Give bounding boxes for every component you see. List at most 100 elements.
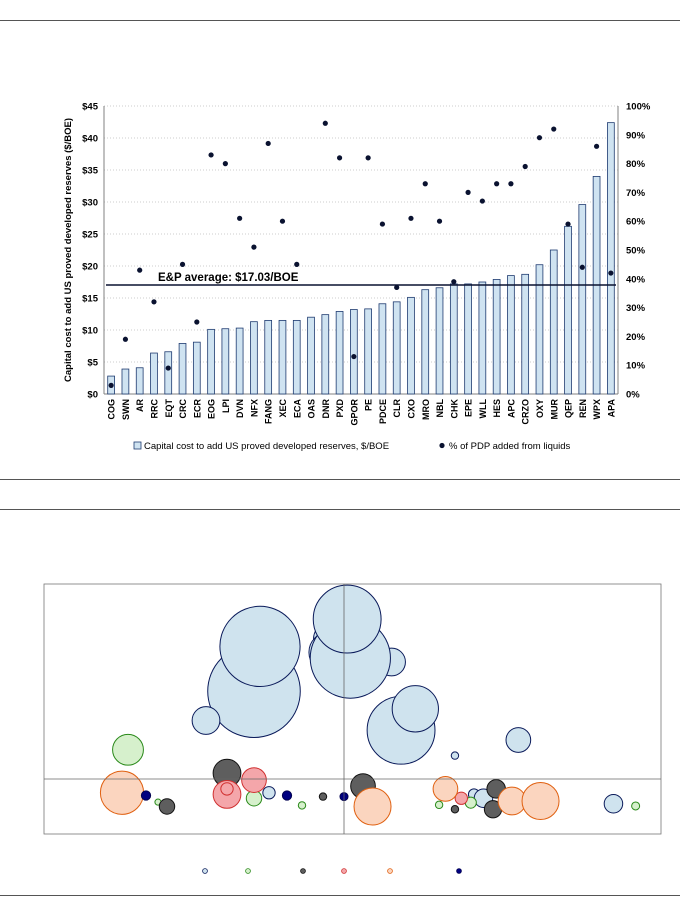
bubble (312, 584, 382, 654)
y2-tick-label: 100% (626, 102, 651, 113)
x-tick-label: NFX (249, 399, 259, 417)
y-tick-label: $5 (87, 358, 98, 369)
x-tick-label: MRO (421, 399, 431, 420)
liquids-dot (365, 155, 371, 161)
liquids-dot (108, 382, 114, 388)
liquids-dot (122, 336, 129, 342)
bar (292, 319, 301, 395)
y2-tick-label: 50% (626, 246, 646, 257)
bar (335, 311, 344, 395)
y-tick-label: $20 (82, 262, 98, 273)
bar (135, 367, 144, 395)
x-tick-label: APC (506, 399, 516, 419)
bar (235, 327, 244, 395)
bar (464, 283, 472, 395)
bar (607, 122, 615, 395)
bubble (241, 767, 267, 793)
y-tick-label: $35 (82, 166, 99, 177)
x-tick-label: AR (135, 399, 145, 412)
bottom-rule (0, 895, 680, 896)
bubble (505, 727, 532, 753)
liquids-dot (279, 218, 286, 224)
bar (492, 279, 501, 395)
bar (164, 351, 173, 395)
bar (121, 368, 130, 395)
liquids-dot (565, 221, 571, 227)
x-tick-label: WPX (592, 399, 602, 420)
y-tick-label: $25 (82, 230, 99, 241)
y-tick-label: $45 (82, 102, 99, 113)
x-tick-label: FANG (264, 399, 274, 424)
x-tick-label: MUR (549, 399, 559, 420)
liquids-dot (451, 279, 457, 285)
x-tick-label: PXD (335, 399, 345, 418)
x-tick-label: APA (606, 399, 616, 418)
legend-marker (300, 868, 306, 874)
bubble (450, 751, 460, 760)
bar (250, 321, 258, 395)
bar (221, 328, 230, 395)
legend-marker (387, 868, 393, 874)
liquids-dot (151, 299, 157, 305)
bubble (158, 798, 176, 815)
middle-rule-2 (0, 509, 680, 510)
y2-tick-label: 0% (626, 390, 640, 401)
legend-marker (202, 868, 208, 874)
x-tick-label: CHK (449, 399, 459, 419)
middle-rule-1 (0, 479, 680, 480)
x-tick-label: NBL (435, 399, 445, 418)
bubble (353, 787, 392, 826)
x-tick-label: LPI (221, 399, 231, 413)
y2-tick-label: 90% (626, 130, 646, 141)
x-tick-label: OAS (307, 399, 317, 419)
liquids-dot (422, 181, 428, 187)
x-tick-label: XEC (278, 399, 288, 418)
bar (435, 287, 444, 395)
bar (392, 301, 401, 395)
x-tick-label: GPOR (349, 399, 359, 426)
liquids-dot (508, 181, 514, 187)
x-tick-label: COG (107, 399, 117, 420)
bubble (281, 790, 293, 801)
x-tick-label: EOG (207, 399, 217, 419)
bubble (220, 782, 234, 796)
x-tick-label: CRZO (521, 399, 531, 425)
bar (507, 275, 515, 395)
x-tick-label: EQT (164, 399, 174, 418)
y2-tick-label: 30% (626, 303, 646, 314)
liquids-dot (408, 215, 414, 221)
x-tick-label: CLR (392, 399, 402, 418)
bar (407, 296, 415, 395)
y2-tick-label: 60% (626, 217, 646, 228)
x-tick-label: SWN (121, 399, 131, 420)
liquids-dot (593, 143, 600, 149)
x-tick-label: PDCE (378, 399, 388, 424)
liquids-dot (208, 152, 214, 158)
bar (350, 309, 358, 395)
bubble (432, 776, 459, 802)
legend-marker (245, 868, 251, 874)
bar (535, 264, 544, 395)
x-tick-label: ECA (292, 399, 302, 419)
liquids-dot (479, 198, 485, 204)
bar (421, 289, 430, 395)
bar (321, 314, 330, 395)
bubble (140, 790, 152, 801)
top-rule (0, 20, 680, 21)
bubbles-group (99, 584, 641, 826)
legend-dot-label: % of PDP added from liquids (449, 441, 571, 452)
bubble (112, 733, 144, 766)
y-tick-label: $40 (82, 134, 98, 145)
x-tick-label: REN (578, 399, 588, 418)
x-tick-label: EPE (464, 399, 474, 417)
x-tick-label: DVN (235, 399, 245, 418)
bubble (521, 781, 560, 821)
legend-bar-label: Capital cost to add US proved developed … (144, 441, 389, 452)
bubble (434, 800, 444, 810)
liquids-dot (294, 261, 300, 267)
x-tick-label: PE (364, 399, 374, 411)
liquids-dot (194, 319, 200, 325)
liquids-dot (165, 365, 171, 371)
legend-marker (456, 868, 462, 874)
